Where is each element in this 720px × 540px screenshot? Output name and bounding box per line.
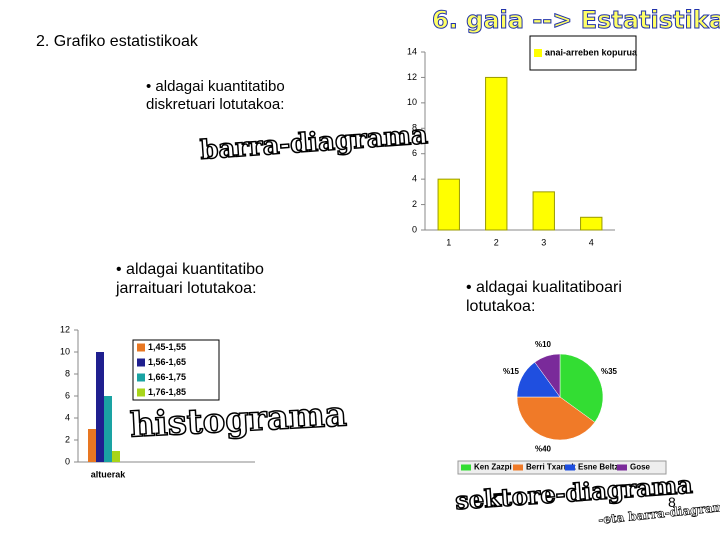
y-tick-label: 8	[65, 368, 70, 378]
y-tick-label: 6	[65, 390, 70, 400]
bar	[437, 178, 460, 231]
slide-title: 2. Grafiko estatistikoak	[36, 33, 198, 50]
y-tick-label: 0	[412, 224, 417, 234]
y-tick-label: 12	[60, 324, 70, 334]
pie-slice	[534, 353, 561, 398]
value-label: %40	[535, 444, 552, 453]
legend-label: Gose	[630, 463, 651, 472]
legend-label: 1,56-1,65	[148, 357, 186, 367]
bar	[112, 451, 120, 462]
bar	[580, 216, 603, 231]
legend-box	[132, 339, 220, 401]
legend-swatch	[617, 464, 627, 471]
x-tick-label: 3	[541, 237, 546, 247]
x-tick-label: 4	[589, 237, 594, 247]
y-tick-label: 4	[65, 412, 70, 422]
value-label: %15	[503, 367, 520, 376]
x-tick-label: 1	[446, 237, 451, 247]
page-number: 8	[668, 494, 676, 510]
bar	[88, 429, 96, 462]
bar	[104, 396, 112, 462]
legend-box	[529, 35, 637, 71]
x-tick-label: altuerak	[91, 469, 127, 479]
y-tick-label: 10	[60, 346, 70, 356]
value-label: %10	[535, 340, 552, 349]
pie-slice	[559, 353, 604, 423]
y-tick-label: 10	[407, 97, 417, 107]
y-tick-label: 0	[65, 456, 70, 466]
legend-swatch	[137, 358, 145, 367]
topic: 6. gaia --> Estatistika	[432, 6, 720, 35]
y-tick-label: 2	[412, 199, 417, 209]
value-label: %35	[601, 367, 618, 376]
legend-label: 1,76-1,85	[148, 387, 186, 397]
y-tick-label: 6	[412, 148, 417, 158]
legend-label: Berri Txarrak	[526, 463, 576, 472]
y-tick-label: 8	[412, 123, 417, 133]
pie-slice	[516, 396, 596, 441]
legend-label: Ken Zazpi	[474, 463, 512, 472]
legend-label: 1,66-1,75	[148, 372, 186, 382]
legend-label: Esne Beltza	[578, 463, 623, 472]
bar	[532, 191, 555, 231]
bar	[96, 352, 104, 462]
legend-swatch	[534, 49, 542, 57]
legend-swatch	[137, 388, 145, 397]
legend-swatch	[137, 373, 145, 382]
y-tick-label: 12	[407, 72, 417, 82]
legend-box	[457, 460, 667, 475]
bullet: • aldagai kuantitatibo jarraituari lotut…	[116, 261, 264, 298]
legend-swatch	[461, 464, 471, 471]
bullet: • aldagai kualitatiboari lotutakoa:	[466, 279, 622, 316]
legend-swatch	[513, 464, 523, 471]
y-tick-label: 4	[412, 174, 417, 184]
x-tick-label: 2	[494, 237, 499, 247]
bullet: • aldagai kuantitatibo diskretuari lotut…	[146, 78, 285, 113]
legend-label: anai-arreben kopurua	[545, 47, 638, 57]
legend-label: 1,45-1,55	[148, 342, 186, 352]
bar	[485, 76, 508, 231]
y-tick-label: 14	[407, 46, 417, 56]
y-tick-label: 2	[65, 434, 70, 444]
legend-swatch	[137, 343, 145, 352]
legend-swatch	[565, 464, 575, 471]
